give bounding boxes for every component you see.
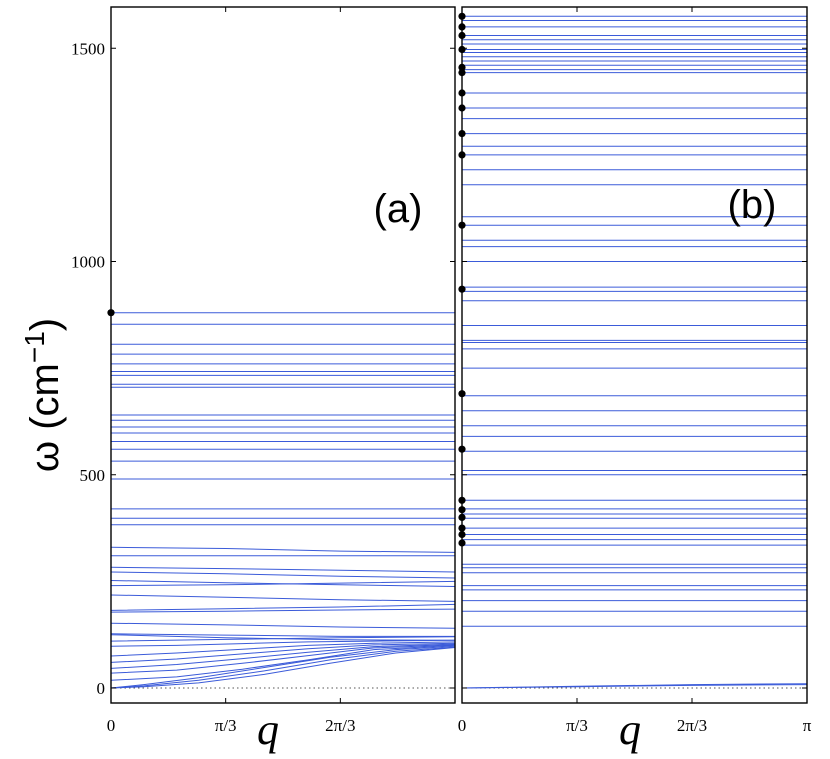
dispersive-band-1	[110, 546, 456, 553]
plot-frame	[110, 6, 456, 704]
dispersive-band-12	[110, 636, 456, 642]
y-tick-label: 0	[97, 679, 106, 698]
dispersive-band-5	[110, 580, 456, 587]
dispersive-band-2	[110, 566, 456, 573]
x-tick-label: π	[803, 716, 812, 735]
dispersive-band-13	[110, 639, 456, 647]
x-tick-label: 2π/3	[677, 716, 707, 735]
x-tick-label: π/3	[215, 716, 237, 735]
dispersive-band-6	[110, 594, 456, 602]
x-axis-title-a: q	[257, 705, 279, 754]
plot-frame	[461, 6, 808, 704]
dispersive-band-20	[110, 646, 456, 689]
x-tick-label: π/3	[566, 716, 588, 735]
dispersive-band-7	[110, 603, 456, 611]
panel-label: (b)	[728, 183, 777, 227]
y-tick-label: 500	[80, 466, 106, 485]
x-tick-label: 0	[458, 716, 467, 735]
panel-a: 0 π/3 2π/3 0 500 1000 1500 (a)	[71, 6, 456, 735]
dispersive-band-17	[110, 644, 456, 674]
panel-b: 0 π/3 2π/3 π (b)	[458, 6, 812, 735]
y-axis-title: ω (cm−1)	[19, 318, 67, 472]
y-tick-label: 1500	[71, 39, 105, 58]
dispersive-band-3	[110, 571, 456, 579]
y-tick-label: 1000	[71, 253, 105, 272]
panel-label: (a)	[374, 187, 423, 231]
dispersive-band-19	[110, 645, 456, 689]
x-axis-title-b: q	[619, 705, 641, 754]
dispersive-band-9	[110, 622, 456, 629]
dispersive-band-2	[461, 684, 808, 689]
dispersive-band-15	[110, 642, 456, 663]
dispersive-band-14	[110, 641, 456, 657]
dispersive-band-10	[110, 633, 455, 637]
dispersive-band-16	[110, 643, 456, 669]
x-tick-label: 2π/3	[325, 716, 355, 735]
dispersive-band-8	[110, 608, 456, 613]
dispersive-band-18	[110, 644, 456, 681]
dispersive-band-21	[110, 647, 456, 689]
x-tick-label: 0	[107, 716, 116, 735]
